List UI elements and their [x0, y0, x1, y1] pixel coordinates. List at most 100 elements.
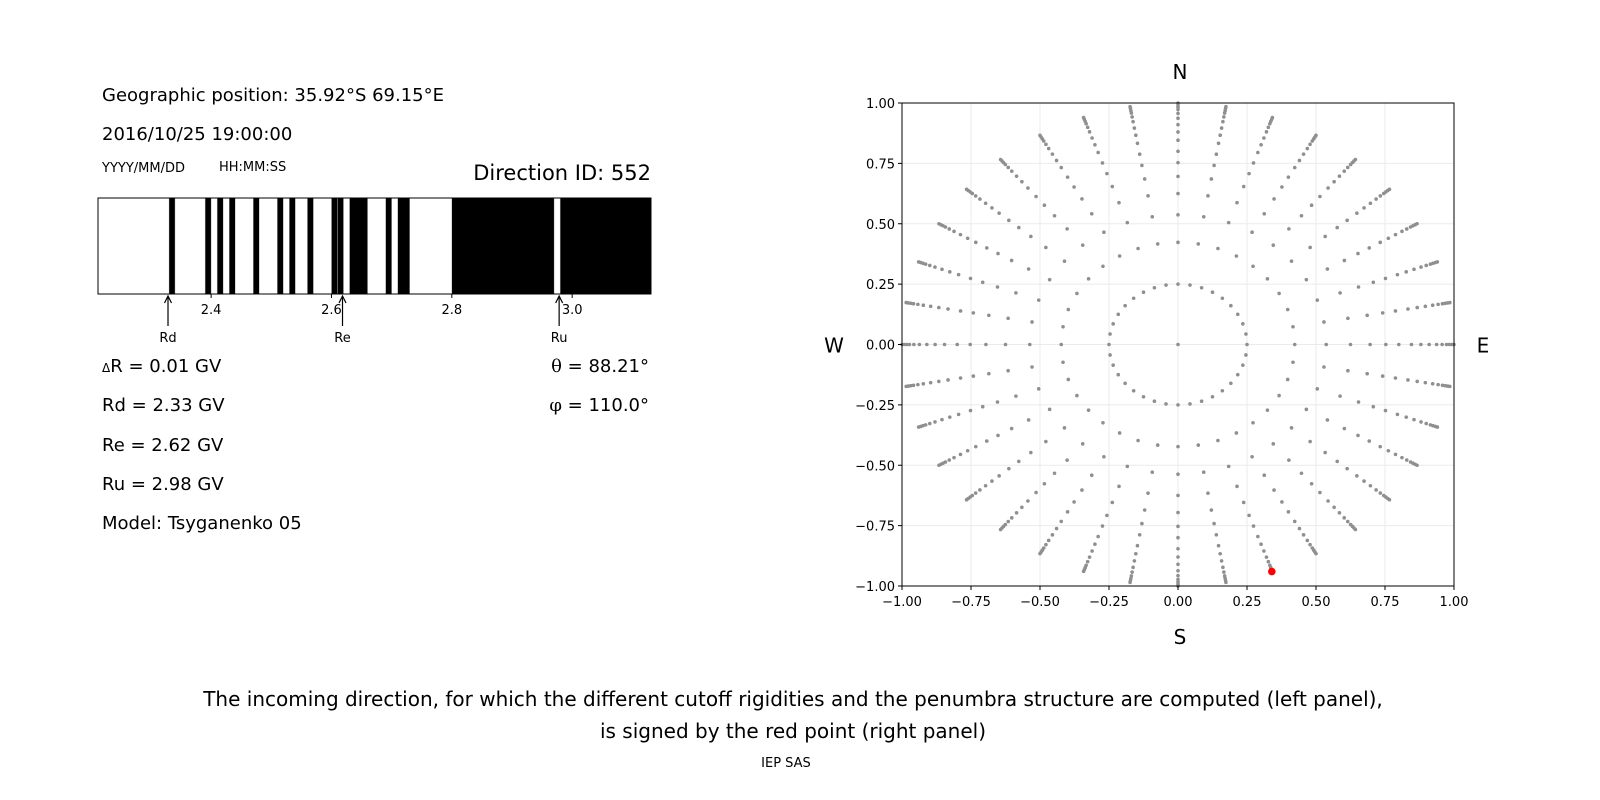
direction-point [1266, 559, 1271, 564]
direction-point [1054, 158, 1059, 163]
x-tick-label: −1.00 [882, 595, 922, 610]
direction-point [1044, 245, 1048, 250]
direction-point [1107, 342, 1111, 347]
direction-point [1368, 483, 1373, 488]
direction-point [1065, 175, 1070, 179]
direction-point [1059, 165, 1064, 170]
y-tick-label: −0.50 [855, 459, 895, 474]
direction-point [1014, 394, 1018, 398]
direction-point [1146, 491, 1150, 495]
direction-point [1448, 384, 1452, 389]
direction-point [933, 265, 937, 269]
direction-point [965, 448, 970, 453]
direction-point [1176, 472, 1180, 476]
direction-point [1176, 282, 1180, 286]
direction-point [1367, 246, 1372, 250]
direction-point [1221, 119, 1225, 124]
direction-point [990, 479, 994, 483]
direction-point [1214, 152, 1219, 157]
direction-point [1345, 218, 1349, 223]
direction-point [1062, 259, 1067, 263]
direction-point [1136, 246, 1140, 251]
direction-point [964, 187, 969, 192]
direction-point [990, 206, 994, 210]
direction-point [1435, 260, 1440, 264]
direction-point [1137, 152, 1142, 157]
direction-point [1280, 185, 1284, 189]
direction-point [1325, 267, 1330, 271]
direction-point [973, 240, 978, 245]
direction-point [1155, 242, 1160, 246]
direction-point [1285, 377, 1290, 382]
direction-point [1131, 119, 1135, 124]
direction-point [1036, 298, 1041, 302]
direction-point [998, 527, 1003, 532]
direction-point [1061, 360, 1065, 365]
direction-point [1026, 186, 1030, 190]
direction-point [947, 227, 952, 231]
direction-point [1206, 194, 1210, 198]
direction-point [921, 303, 926, 308]
compass-south: S [1174, 625, 1187, 649]
direction-point [1289, 259, 1294, 263]
direction-point [1176, 547, 1180, 551]
direction-point [1400, 229, 1404, 234]
direction-point [1272, 197, 1276, 201]
direction-point [1209, 177, 1214, 181]
direction-scatter-chart: −1.00−1.00 −0.75 −0.75 −0.50 −0.50 −0.25 −0.25… [824, 60, 1489, 649]
direction-point [1009, 516, 1014, 520]
direction-point [1075, 291, 1079, 296]
direction-point [1356, 400, 1361, 404]
caption-line-1: The incoming direction, for which the di… [203, 687, 1383, 711]
direction-point [1006, 519, 1011, 524]
direction-point [983, 201, 988, 206]
direction-point [1378, 240, 1383, 245]
direction-point [1020, 505, 1024, 510]
direction-point [1210, 394, 1215, 399]
direction-point [1176, 403, 1180, 407]
direction-point [1356, 251, 1360, 256]
direction-point [911, 301, 916, 306]
direction-point [1150, 470, 1155, 475]
direction-point [1054, 526, 1059, 531]
direction-point [1029, 450, 1033, 455]
x-tick-label: 1.00 [1440, 595, 1469, 610]
y-tick-label: 1.00 [866, 97, 895, 112]
direction-point [1216, 246, 1220, 251]
y-tick-label: 0.00 [866, 339, 895, 354]
direction-point [1355, 474, 1359, 478]
direction-point [1301, 533, 1306, 537]
direction-point [1101, 420, 1105, 425]
direction-point [1305, 538, 1310, 543]
direction-point [952, 229, 956, 234]
direction-point [1219, 559, 1224, 563]
direction-point [1216, 141, 1221, 146]
direction-point [1393, 232, 1398, 237]
direction-point [1216, 543, 1221, 548]
direction-point [1026, 267, 1031, 271]
direction-point [1448, 300, 1452, 305]
direction-point [1434, 342, 1439, 347]
direction-point [1264, 555, 1269, 559]
direction-point [1042, 203, 1047, 207]
direction-point [1117, 431, 1122, 435]
direction-point [1142, 508, 1147, 512]
forbidden-band [228, 197, 236, 295]
direction-point [973, 194, 978, 198]
direction-point [1062, 426, 1067, 430]
direction-point [1176, 122, 1180, 127]
direction-point [1235, 372, 1240, 377]
direction-point [1277, 393, 1281, 398]
direction-point [1130, 570, 1134, 574]
direction-point [1176, 213, 1180, 217]
direction-point [1423, 380, 1428, 385]
penumbra-frame [97, 197, 652, 295]
x-tick-label: 0.00 [1164, 595, 1193, 610]
direction-point [980, 404, 985, 409]
direction-point [1342, 169, 1347, 173]
direction-point [1080, 243, 1085, 247]
direction-point [1007, 218, 1011, 223]
direction-point [1134, 551, 1138, 556]
direction-point [1128, 104, 1132, 109]
direction-point [1102, 455, 1106, 459]
